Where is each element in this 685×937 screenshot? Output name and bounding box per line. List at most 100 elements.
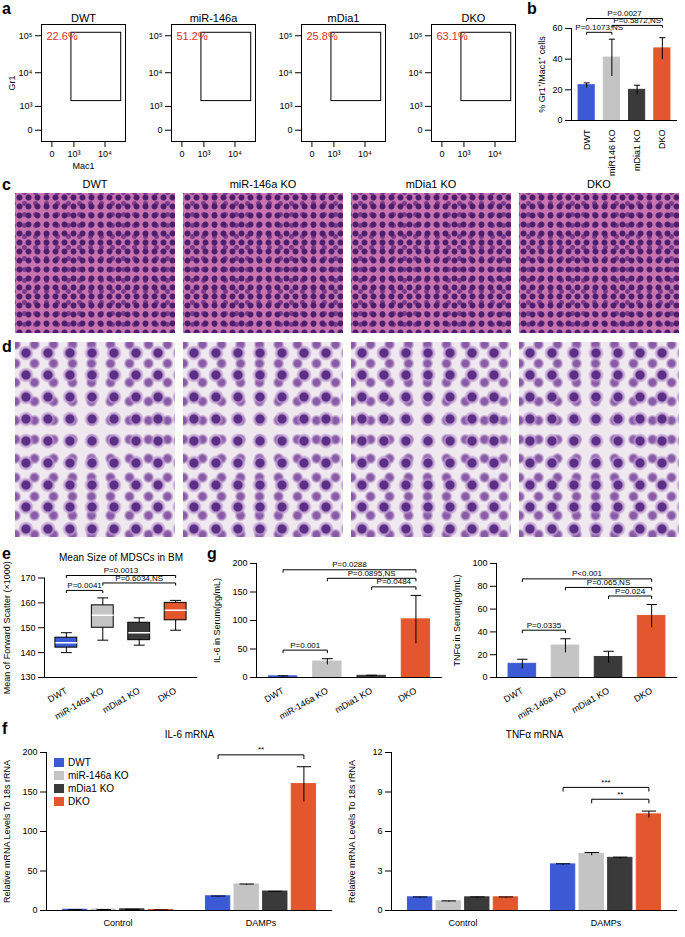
svg-text:200: 200 [232,558,247,568]
svg-text:P=0.001: P=0.001 [290,641,321,650]
svg-text:Relative mRNA Levels To 18s rR: Relative mRNA Levels To 18s rRNA [2,760,12,903]
svg-text:IL-6 mRNA: IL-6 mRNA [165,729,215,740]
svg-text:200: 200 [22,747,37,757]
svg-text:DWT: DWT [502,685,525,704]
svg-text:0: 0 [242,672,247,682]
svg-text:TNFα in Serum(pg/mL): TNFα in Serum(pg/mL) [452,574,462,666]
svg-text:3: 3 [377,866,382,876]
svg-text:100: 100 [22,826,37,836]
svg-text:60: 60 [552,23,562,33]
svg-text:10³: 10³ [279,101,292,111]
svg-text:0: 0 [157,125,162,135]
svg-text:10⁴: 10⁴ [358,149,372,159]
svg-text:mDia1 KO: mDia1 KO [333,686,374,715]
svg-text:P=0.0041: P=0.0041 [67,581,102,590]
svg-text:P<0.001: P<0.001 [572,569,603,578]
svg-text:miR146 KO: miR146 KO [607,130,617,177]
svg-text:DKO: DKO [396,686,418,704]
svg-text:63.1%: 63.1% [437,30,468,42]
svg-text:DWT: DWT [46,685,69,704]
svg-text:mDia1 KO: mDia1 KO [101,686,142,715]
svg-text:Control: Control [448,918,477,928]
svg-text:10⁴: 10⁴ [409,68,423,78]
svg-text:100: 100 [472,558,487,568]
svg-text:130: 130 [20,672,35,682]
svg-text:Mean Size of MDSCs in BM: Mean Size of MDSCs in BM [59,552,183,563]
svg-text:miR-146a: miR-146a [190,12,239,24]
svg-text:0: 0 [27,125,32,135]
svg-text:10³: 10³ [67,149,80,159]
svg-text:10³: 10³ [409,101,422,111]
svg-text:51.2%: 51.2% [177,30,208,42]
svg-text:P=0.0288: P=0.0288 [332,560,367,569]
svg-text:150: 150 [20,623,35,633]
svg-text:Relative mRNA Levels To 18s rR: Relative mRNA Levels To 18s rRNA [347,760,357,903]
svg-text:9: 9 [377,787,382,797]
svg-text:100: 100 [232,615,247,625]
svg-text:0: 0 [309,149,314,159]
svg-text:P=0.065,NS: P=0.065,NS [587,578,630,587]
svg-text:P=0.0484: P=0.0484 [377,577,412,586]
svg-text:DAMPs: DAMPs [246,918,277,928]
svg-text:10⁴: 10⁴ [279,68,293,78]
svg-text:60: 60 [477,604,487,614]
svg-text:Mean of Forward Scatter (×1000: Mean of Forward Scatter (×1000) [2,561,12,694]
svg-text:10⁴: 10⁴ [228,149,242,159]
svg-text:0: 0 [49,149,54,159]
svg-text:DKO: DKO [657,130,667,150]
svg-text:10⁴: 10⁴ [488,149,502,159]
svg-text:10³: 10³ [457,149,470,159]
svg-text:170: 170 [20,573,35,583]
svg-text:P=0.024: P=0.024 [615,587,646,596]
svg-text:22.6%: 22.6% [47,30,78,42]
svg-text:150: 150 [232,587,247,597]
svg-text:10³: 10³ [327,149,340,159]
svg-text:DAMPs: DAMPs [591,918,622,928]
svg-text:10⁵: 10⁵ [279,31,293,41]
svg-text:140: 140 [20,648,35,658]
svg-text:0: 0 [557,115,562,125]
svg-text:P=0.0027: P=0.0027 [607,9,642,18]
svg-text:DWT: DWT [71,12,96,24]
svg-text:mDia1: mDia1 [328,12,360,24]
svg-text:DKO: DKO [632,686,654,704]
svg-text:P=0.0895,NS: P=0.0895,NS [348,569,396,578]
svg-text:miR-146a KO: miR-146a KO [516,686,568,722]
svg-text:miR-146a KO: miR-146a KO [53,686,105,722]
svg-text:DWT: DWT [263,685,286,704]
svg-text:P=0.0013: P=0.0013 [104,566,139,575]
svg-text:20: 20 [477,650,487,660]
svg-text:Control: Control [103,918,132,928]
svg-text:10⁴: 10⁴ [19,68,33,78]
svg-text:25.8%: 25.8% [307,30,338,42]
svg-text:TNFα mRNA: TNFα mRNA [506,729,564,740]
svg-text:10⁵: 10⁵ [409,31,423,41]
svg-text:**: ** [258,745,264,754]
svg-text:0: 0 [439,149,444,159]
svg-text:10⁵: 10⁵ [149,31,163,41]
svg-text:160: 160 [20,598,35,608]
svg-text:10⁵: 10⁵ [19,31,33,41]
svg-text:Mac1: Mac1 [72,161,94,171]
svg-text:Gr1: Gr1 [7,75,17,90]
svg-text:% Gr1⁺/Mac1⁺ cells: % Gr1⁺/Mac1⁺ cells [537,36,547,113]
svg-text:40: 40 [477,627,487,637]
svg-text:P=0.0335: P=0.0335 [527,621,562,630]
svg-text:10³: 10³ [149,101,162,111]
svg-text:miR-146a KO: miR-146a KO [278,686,330,722]
svg-text:mDia1 KO: mDia1 KO [570,686,611,715]
svg-text:**: ** [617,790,623,799]
svg-text:80: 80 [477,581,487,591]
svg-text:10³: 10³ [197,149,210,159]
svg-text:***: *** [601,778,610,787]
svg-text:DKO: DKO [156,686,178,704]
svg-text:150: 150 [22,787,37,797]
svg-text:0: 0 [287,125,292,135]
svg-text:6: 6 [377,826,382,836]
svg-text:0: 0 [32,905,37,915]
svg-text:20: 20 [552,85,562,95]
svg-text:50: 50 [237,644,247,654]
svg-text:10⁴: 10⁴ [149,68,163,78]
svg-text:10⁴: 10⁴ [98,149,112,159]
svg-text:IL-6 in Serum(pg/mL): IL-6 in Serum(pg/mL) [212,578,222,663]
